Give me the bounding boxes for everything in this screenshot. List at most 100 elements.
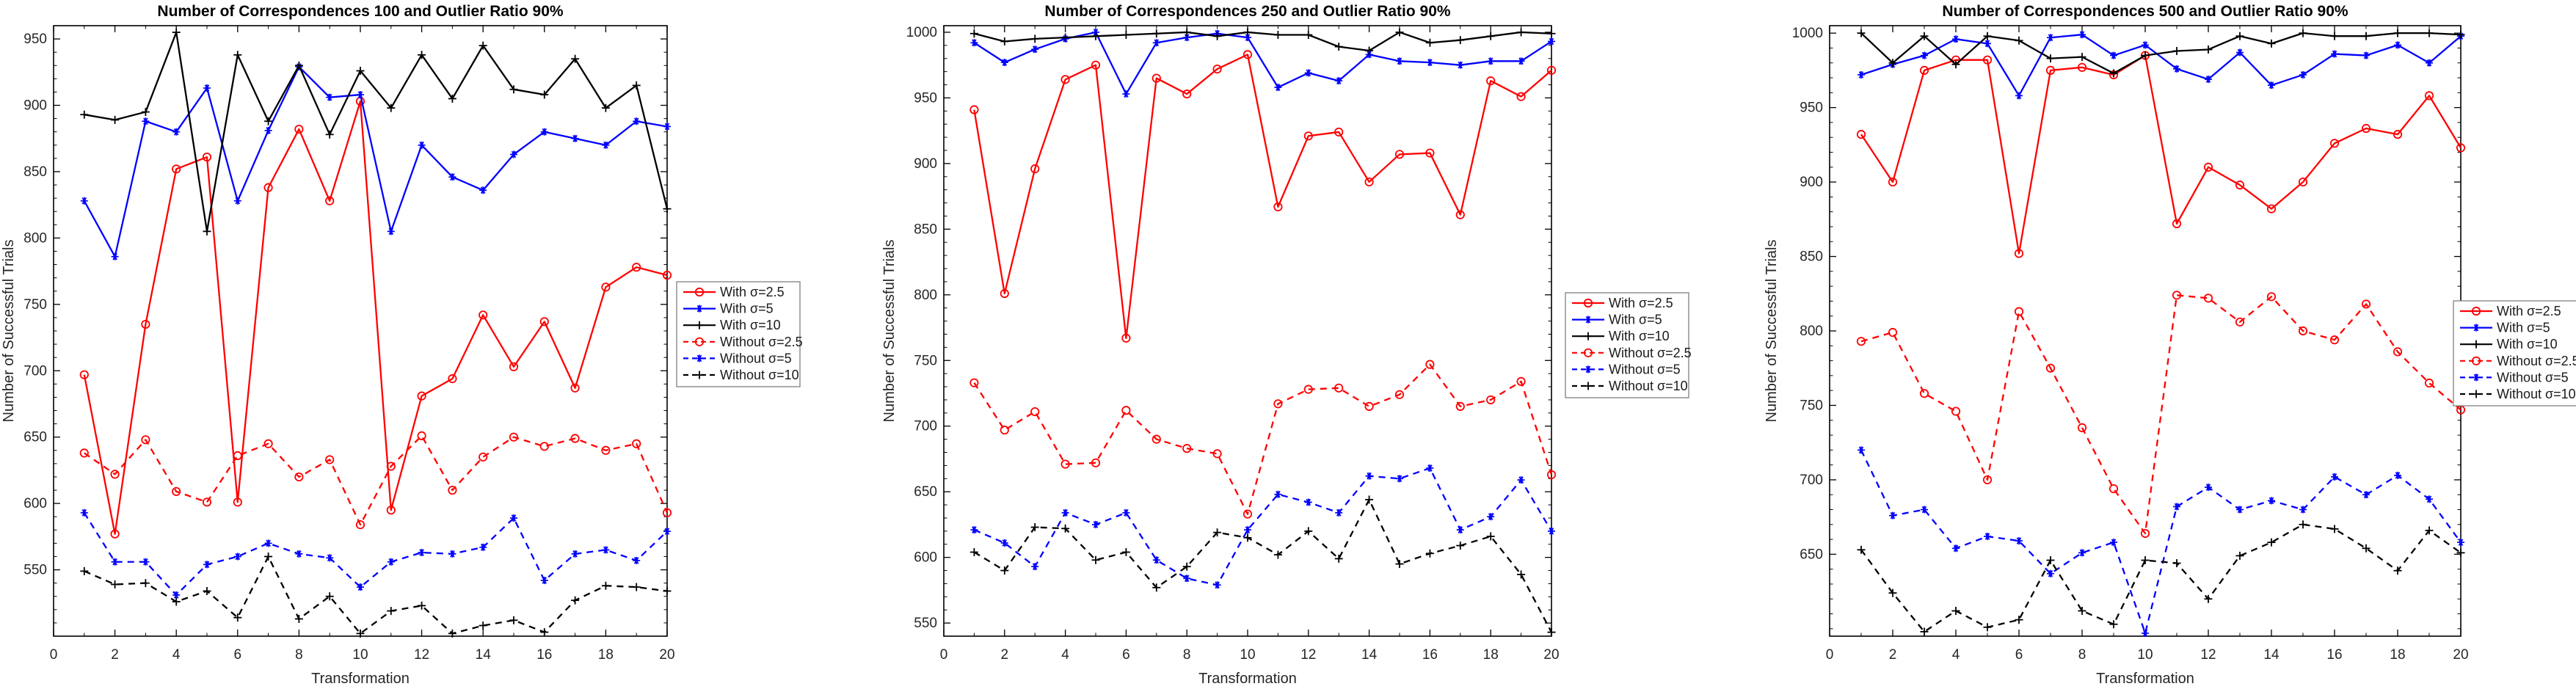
asterisk-marker [1517,476,1525,484]
circle-open-marker [233,451,242,461]
plus-marker [1425,38,1434,47]
asterisk-marker [387,227,395,236]
circle-open-marker [2471,356,2481,365]
circle-open-marker [79,448,89,458]
asterisk-marker [2173,503,2180,511]
plus-marker [2330,32,2339,40]
legend-item-label: Without σ=2.5 [1609,346,1692,360]
asterisk-marker [2078,31,2086,39]
plus-marker [1857,545,1866,554]
x-axis-label: Transformation [1198,671,1297,687]
plus-marker [2456,30,2465,39]
asterisk-marker [2015,92,2023,100]
plus-marker [1334,554,1343,563]
circle-open-marker [1334,127,1344,137]
circle-open-marker [1000,425,1009,435]
y-tick-label: 700 [1800,473,1823,488]
legend-item-label: Without σ=2.5 [2497,354,2576,368]
y-tick-label: 850 [914,222,937,237]
circle-open-marker [570,383,580,393]
asterisk-marker [602,141,610,149]
asterisk-marker [1952,544,1960,553]
series-without-σ-5 [80,508,671,599]
legend-item-label: With σ=10 [1609,329,1670,343]
plus-marker [2472,340,2481,349]
plus-marker [571,54,580,63]
legend-item-label: With σ=10 [720,318,781,332]
circle-open-marker [2172,219,2182,228]
legend-item-label: With σ=2.5 [2497,304,2561,318]
y-tick-label: 750 [23,297,47,313]
plus-marker [601,103,610,112]
plus-marker [1000,566,1009,575]
series-without-σ-10 [1857,520,2465,636]
x-axis-label: Transformation [311,671,410,687]
plus-marker [540,90,549,99]
circle-open-marker [2456,143,2466,153]
asterisk-marker [2331,50,2338,58]
asterisk-marker [2394,471,2401,479]
circle-open-marker [1364,177,1374,187]
plus-marker [1920,32,1929,40]
y-tick-label: 900 [914,156,937,172]
y-tick-label: 1000 [1792,26,1823,41]
circle-open-marker [1182,89,1192,99]
plus-marker [2456,548,2465,557]
plus-marker [387,607,396,616]
plus-marker [80,110,89,119]
asterisk-marker [2142,629,2149,637]
plus-marker [2141,51,2150,60]
plus-marker [1213,528,1222,537]
circle-open-marker [2203,294,2213,303]
circle-open-marker [263,439,273,448]
asterisk-marker [2362,51,2370,59]
y-tick-label: 950 [1800,101,1823,116]
asterisk-marker [203,561,211,569]
plus-marker [1091,555,1100,564]
plus-marker [1030,522,1039,531]
y-axis-label: Number of Successful Trials [1,240,17,423]
plus-marker [1182,28,1191,37]
asterisk-marker [2236,48,2244,56]
plus-marker [141,108,150,117]
circle-open-marker [1516,92,1526,101]
circle-open-marker [1121,333,1131,343]
series-with-σ-5 [1858,31,2464,100]
asterisk-marker [264,126,272,134]
circle-open-marker [263,183,273,192]
plus-marker [448,94,456,103]
x-tick-label: 4 [1952,647,1960,663]
x-tick-label: 16 [536,647,552,663]
circle-open-marker [2266,204,2277,214]
circle-open-marker [632,439,641,448]
circle-open-marker [386,506,396,515]
circle-open-marker [417,391,426,401]
plus-marker [1365,46,1374,55]
x-tick-label: 8 [1183,647,1191,663]
circle-open-marker [417,431,426,440]
asterisk-marker [1584,316,1592,324]
circle-open-marker [662,270,672,280]
asterisk-marker [1396,475,1403,483]
x-tick-label: 4 [172,647,181,663]
circle-open-marker [2014,307,2024,316]
circle-open-marker [1212,64,1222,74]
asterisk-marker [448,173,456,181]
asterisk-marker [663,528,671,536]
asterisk-marker [80,508,88,517]
plus-marker [1951,607,1960,616]
circle-open-marker [1151,434,1161,444]
circle-open-marker [539,442,549,451]
plot-frame [1829,25,2462,637]
asterisk-marker [2362,491,2370,499]
asterisk-marker [2015,537,2023,545]
circle-open-marker [1060,459,1070,469]
plus-marker [663,587,672,596]
asterisk-marker [1396,57,1403,65]
asterisk-marker [2173,65,2180,73]
plus-marker [2109,69,2118,78]
legend-item-label: Without σ=5 [720,351,792,365]
x-tick-label: 16 [1422,647,1438,663]
circle-open-marker [1486,395,1496,405]
y-tick-label: 650 [1800,547,1823,562]
